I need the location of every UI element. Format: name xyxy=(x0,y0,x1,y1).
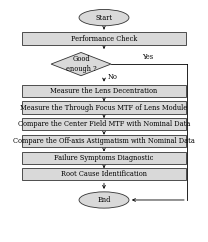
Text: Compare the Off-axis Astigmatism with Nominal Data: Compare the Off-axis Astigmatism with No… xyxy=(13,137,195,145)
Text: No: No xyxy=(108,73,118,81)
Text: Measure the Through Focus MTF of Lens Module: Measure the Through Focus MTF of Lens Mo… xyxy=(20,104,188,112)
FancyBboxPatch shape xyxy=(22,32,186,45)
Ellipse shape xyxy=(79,9,129,26)
Text: Good
enough ?: Good enough ? xyxy=(66,55,96,73)
Ellipse shape xyxy=(79,192,129,208)
Text: Measure the Lens Decentration: Measure the Lens Decentration xyxy=(50,87,158,95)
Text: Compare the Center Field MTF with Nominal Data: Compare the Center Field MTF with Nomina… xyxy=(18,120,190,128)
Text: Failure Symptoms Diagnostic: Failure Symptoms Diagnostic xyxy=(54,154,154,162)
FancyBboxPatch shape xyxy=(22,168,186,181)
FancyBboxPatch shape xyxy=(22,118,186,130)
Text: End: End xyxy=(97,196,111,204)
Text: Root Cause Identification: Root Cause Identification xyxy=(61,170,147,178)
FancyBboxPatch shape xyxy=(22,135,186,147)
FancyBboxPatch shape xyxy=(22,101,186,113)
Polygon shape xyxy=(51,53,111,76)
Text: Performance Check: Performance Check xyxy=(71,35,137,43)
FancyBboxPatch shape xyxy=(22,152,186,164)
Text: Start: Start xyxy=(95,14,113,22)
Text: Yes: Yes xyxy=(142,53,154,60)
FancyBboxPatch shape xyxy=(22,85,186,97)
